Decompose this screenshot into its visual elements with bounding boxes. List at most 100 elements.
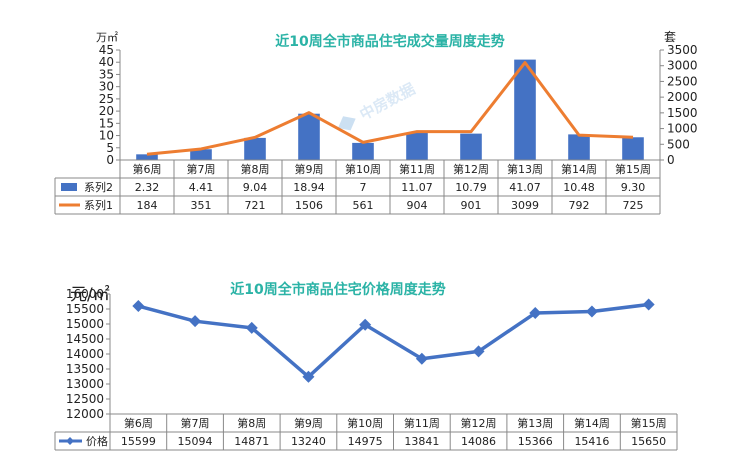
data-point[interactable] xyxy=(585,305,598,318)
left-tick-label: 14000 xyxy=(66,347,104,361)
left-tick-label: 45 xyxy=(99,43,114,57)
left-tick-label: 13000 xyxy=(66,377,104,391)
left-tick-label: 16000 xyxy=(66,287,104,301)
category-label: 第15周 xyxy=(615,162,651,176)
watermark-text: 中房数据 xyxy=(357,80,418,124)
left-tick-label: 0 xyxy=(106,153,114,167)
bar[interactable] xyxy=(622,137,644,160)
left-tick-label: 5 xyxy=(106,141,114,155)
legend-key-bar xyxy=(61,183,77,191)
bar[interactable] xyxy=(406,132,428,160)
data-label: 10.79 xyxy=(455,181,487,194)
category-label: 第11周 xyxy=(404,416,440,430)
category-label: 第9周 xyxy=(295,162,324,176)
data-point[interactable] xyxy=(359,318,372,331)
bar[interactable] xyxy=(568,134,590,160)
price-chart: 近10周全市商品住宅价格周度走势元/㎡120001250013000135001… xyxy=(54,281,678,451)
left-tick-label: 30 xyxy=(99,80,114,94)
data-label: 15416 xyxy=(574,435,609,448)
left-tick-label: 10 xyxy=(99,129,114,143)
category-label: 第9周 xyxy=(294,416,323,430)
data-point[interactable] xyxy=(472,345,485,358)
left-tick-label: 12500 xyxy=(66,392,104,406)
right-tick-label: 3500 xyxy=(667,43,698,57)
watermark: 中房数据 xyxy=(338,80,418,131)
data-label: 3099 xyxy=(511,199,539,212)
data-point[interactable] xyxy=(132,300,145,313)
watermark-logo-icon xyxy=(338,116,356,131)
data-label: 9.30 xyxy=(621,181,646,194)
data-label: 904 xyxy=(407,199,428,212)
data-label: 13240 xyxy=(291,435,326,448)
data-label: 13841 xyxy=(404,435,439,448)
category-label: 第6周 xyxy=(133,162,162,176)
data-label: 14975 xyxy=(348,435,383,448)
category-label: 第10周 xyxy=(345,162,381,176)
legend-key-marker-icon xyxy=(66,437,74,445)
category-label: 第11周 xyxy=(399,162,435,176)
data-label: 10.48 xyxy=(563,181,595,194)
category-label: 第12周 xyxy=(461,416,497,430)
bar[interactable] xyxy=(190,149,212,160)
data-label: 4.41 xyxy=(189,181,214,194)
category-label: 第13周 xyxy=(517,416,553,430)
left-tick-label: 35 xyxy=(99,67,114,81)
chart-title: 近10周全市商品住宅价格周度走势 xyxy=(230,281,445,298)
left-tick-label: 40 xyxy=(99,55,114,69)
data-label: 2.32 xyxy=(135,181,160,194)
legend-label: 系列2 xyxy=(84,180,113,194)
right-tick-label: 500 xyxy=(667,137,690,151)
data-point[interactable] xyxy=(642,298,655,311)
data-label: 351 xyxy=(191,199,212,212)
category-label: 第15周 xyxy=(631,416,667,430)
category-label: 第12周 xyxy=(453,162,489,176)
left-tick-label: 14500 xyxy=(66,332,104,346)
bar[interactable] xyxy=(460,133,482,160)
data-label: 14871 xyxy=(234,435,269,448)
left-axis-unit: 元/㎡ xyxy=(70,285,110,305)
left-axis-unit: 万㎡ xyxy=(96,31,118,44)
right-tick-label: 1000 xyxy=(667,122,698,136)
category-label: 第6周 xyxy=(124,416,153,430)
data-label: 14086 xyxy=(461,435,496,448)
category-label: 第10周 xyxy=(347,416,383,430)
category-label: 第7周 xyxy=(187,162,216,176)
left-tick-label: 25 xyxy=(99,92,114,106)
data-label: 11.07 xyxy=(401,181,433,194)
data-point[interactable] xyxy=(302,370,315,383)
right-axis-unit: 套 xyxy=(664,30,676,44)
category-label: 第13周 xyxy=(507,162,543,176)
bar[interactable] xyxy=(298,113,320,160)
data-label: 184 xyxy=(137,199,158,212)
data-point[interactable] xyxy=(189,315,202,328)
right-tick-label: 0 xyxy=(667,153,675,167)
bar[interactable] xyxy=(244,137,266,160)
data-point[interactable] xyxy=(529,307,542,320)
left-tick-label: 15000 xyxy=(66,317,104,331)
legend-label: 系列1 xyxy=(84,198,113,212)
right-tick-label: 3000 xyxy=(667,59,698,73)
bar[interactable] xyxy=(514,59,536,160)
left-tick-label: 15500 xyxy=(66,302,104,316)
category-label: 第14周 xyxy=(561,162,597,176)
data-point[interactable] xyxy=(245,321,258,334)
data-label: 15366 xyxy=(518,435,553,448)
category-label: 第8周 xyxy=(237,416,266,430)
data-point[interactable] xyxy=(415,352,428,365)
data-label: 7 xyxy=(360,181,367,194)
category-label: 第14周 xyxy=(574,416,610,430)
bar[interactable] xyxy=(136,154,158,160)
data-label: 901 xyxy=(461,199,482,212)
data-label: 41.07 xyxy=(509,181,541,194)
category-label: 第7周 xyxy=(181,416,210,430)
left-tick-label: 20 xyxy=(99,104,114,118)
data-label: 561 xyxy=(353,199,374,212)
series-line xyxy=(137,302,649,379)
legend-label: 价格 xyxy=(86,434,108,448)
bar[interactable] xyxy=(352,142,374,160)
data-label: 9.04 xyxy=(243,181,268,194)
left-tick-label: 15 xyxy=(99,116,114,130)
data-label: 725 xyxy=(623,199,644,212)
data-label: 792 xyxy=(569,199,590,212)
